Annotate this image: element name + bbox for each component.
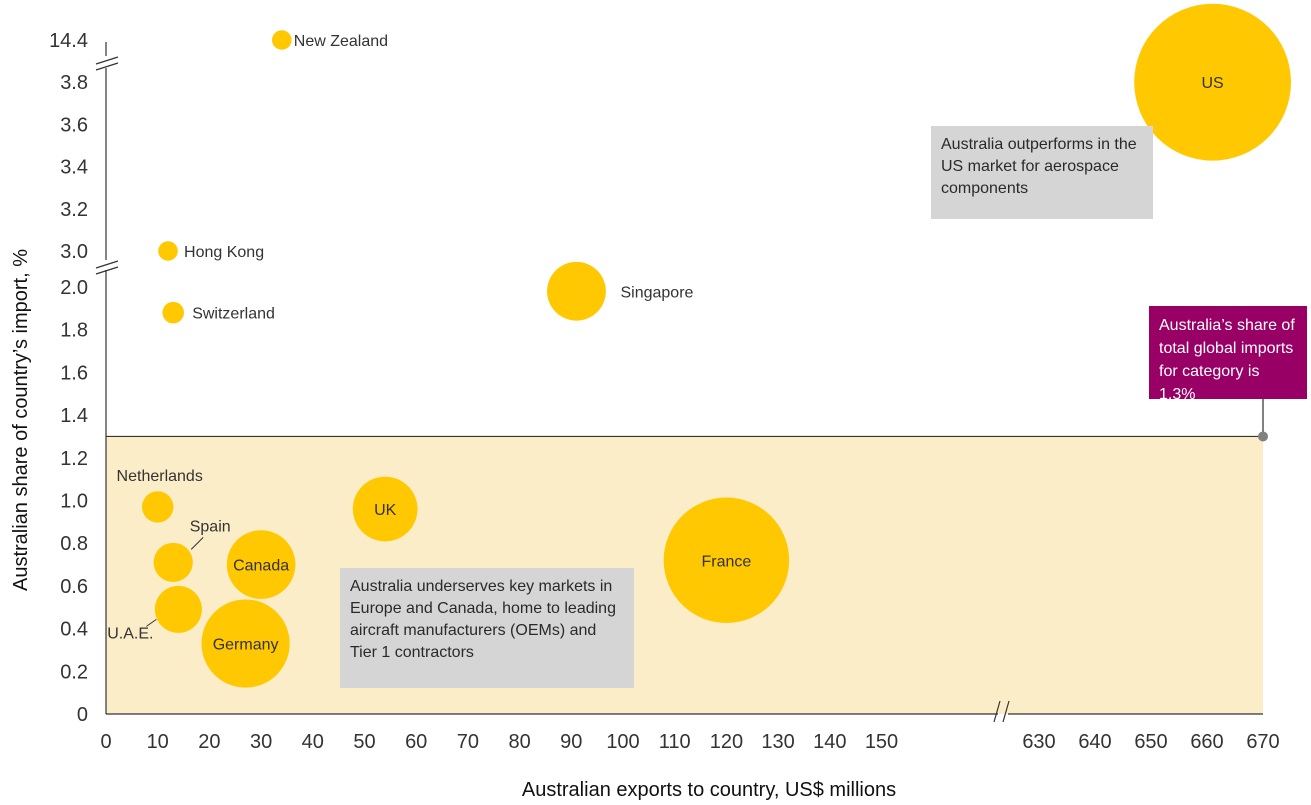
y-axis-break-mark bbox=[95, 62, 119, 71]
bubble-label-singapore: Singapore bbox=[620, 284, 693, 301]
x-tick-label: 120 bbox=[710, 731, 743, 753]
x-tick-label: 20 bbox=[198, 731, 220, 753]
x-tick-label: 0 bbox=[100, 731, 111, 753]
x-tick-label: 70 bbox=[457, 731, 479, 753]
x-tick-label: 10 bbox=[147, 731, 169, 753]
axes: 0 0.2 0.4 0.6 0.8 1.0 1.2 1.4 1.6 1.8 2.0 3.0 3.2 3.4… bbox=[49, 30, 1280, 753]
x-tick-label: 80 bbox=[508, 731, 530, 753]
y-tick-label: 1.6 bbox=[60, 362, 88, 384]
x-tick-label: 60 bbox=[405, 731, 427, 753]
bubble-label-new-zealand: New Zealand bbox=[294, 33, 388, 50]
y-tick-label: 3.0 bbox=[60, 241, 88, 263]
reference-line-group bbox=[106, 398, 1268, 442]
y-tick-label: 3.2 bbox=[60, 199, 88, 221]
y-tick-label: 3.6 bbox=[60, 114, 88, 136]
bubble-label-uk: UK bbox=[374, 502, 397, 519]
bubble-singapore bbox=[547, 261, 606, 321]
bubble-label-spain: Spain bbox=[190, 518, 231, 535]
x-axis-break-mark bbox=[1002, 700, 1010, 723]
bubble-us bbox=[1134, 3, 1291, 161]
y-tick-label: 0.2 bbox=[60, 661, 88, 683]
x-tick-label: 670 bbox=[1246, 731, 1279, 753]
y-tick-label: 0.4 bbox=[60, 619, 88, 641]
y-tick-label: 3.4 bbox=[60, 157, 88, 179]
leader-line-uae bbox=[146, 618, 157, 627]
y-tick-label: 1.4 bbox=[60, 405, 88, 427]
x-tick-label: 140 bbox=[813, 731, 846, 753]
bubble-label-u-a-e: U.A.E. bbox=[107, 625, 153, 642]
bubble-switzerland bbox=[162, 301, 184, 324]
y-axis-break-mark bbox=[95, 56, 119, 65]
bubble-uk bbox=[352, 476, 418, 542]
bubble-label-france: France bbox=[702, 553, 752, 570]
x-tick-label: 90 bbox=[560, 731, 582, 753]
x-tick-label: 50 bbox=[353, 731, 375, 753]
reference-line-label: Australia’s share of total global import… bbox=[1149, 306, 1307, 403]
bubble-netherlands bbox=[142, 491, 174, 523]
bubble-label-germany: Germany bbox=[213, 637, 279, 654]
bubble-germany bbox=[201, 599, 290, 688]
bubble-labels: New Zealand US Hong Kong Switzerland Singapo… bbox=[107, 33, 1223, 654]
y-tick-label: 0 bbox=[77, 704, 88, 726]
bubble-spain bbox=[153, 542, 193, 583]
y-tick-label: 1.8 bbox=[60, 320, 88, 342]
x-tick-label: 100 bbox=[606, 731, 639, 753]
x-tick-label: 30 bbox=[250, 731, 272, 753]
bubble-label-canada: Canada bbox=[233, 558, 289, 575]
underserve-annotation: Australia underserves key markets in Eur… bbox=[340, 568, 634, 688]
reference-marker bbox=[1258, 431, 1268, 442]
x-tick-label: 130 bbox=[761, 731, 794, 753]
y-tick-label: 3.8 bbox=[60, 72, 88, 94]
x-tick-label: 110 bbox=[659, 731, 691, 753]
x-tick-label: 150 bbox=[865, 731, 898, 753]
x-tick-label: 630 bbox=[1022, 731, 1055, 753]
y-tick-label: 1.0 bbox=[60, 491, 88, 513]
bubble-new-zealand bbox=[271, 30, 292, 50]
outperform-annotation: Australia outperforms in the US market f… bbox=[931, 126, 1153, 219]
y-tick-label: 14.4 bbox=[49, 30, 88, 52]
y-axis-break-mark bbox=[95, 260, 119, 269]
bubble-label-us: US bbox=[1201, 75, 1223, 92]
y-axis-break-mark bbox=[95, 266, 119, 275]
bubble-label-netherlands: Netherlands bbox=[117, 468, 203, 485]
y-tick-label: 0.8 bbox=[60, 533, 88, 555]
y-tick-label: 1.2 bbox=[60, 448, 88, 470]
bubble-u-a-e bbox=[154, 585, 202, 633]
x-axis-title: Australian exports to country, US$ milli… bbox=[522, 779, 896, 801]
leader-line-spain bbox=[190, 537, 204, 550]
x-tick-label: 650 bbox=[1134, 731, 1167, 753]
y-axis-title: Australian share of country’s import, % bbox=[10, 249, 32, 591]
bubbles bbox=[142, 3, 1291, 688]
y-tick-label: 0.6 bbox=[60, 576, 88, 598]
x-tick-label: 40 bbox=[302, 731, 324, 753]
x-tick-label: 640 bbox=[1078, 731, 1111, 753]
x-tick-label: 660 bbox=[1190, 731, 1223, 753]
y-tick-label: 2.0 bbox=[60, 277, 88, 299]
bubble-label-hong-kong: Hong Kong bbox=[184, 244, 264, 261]
bubble-canada bbox=[226, 530, 296, 599]
x-axis-break-mark bbox=[993, 700, 1001, 723]
bubble-label-switzerland: Switzerland bbox=[192, 306, 275, 323]
bubble-hong-kong bbox=[158, 241, 178, 261]
bubble-france bbox=[663, 497, 790, 623]
